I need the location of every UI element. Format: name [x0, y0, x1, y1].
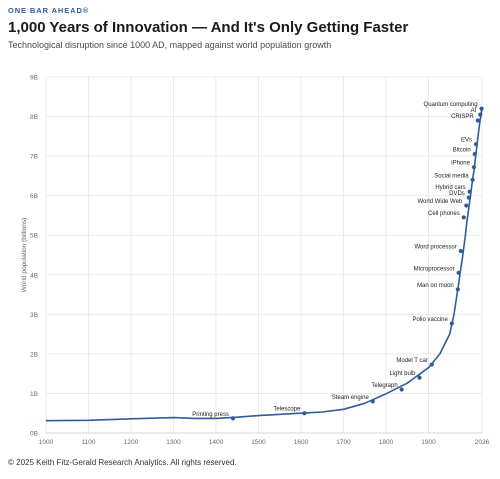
event-label: Model T car [396, 358, 427, 364]
y-tick-label: 2B [30, 351, 38, 358]
event-marker [230, 416, 236, 421]
event-label: DVDs [449, 191, 465, 197]
event-label: CRISPR [451, 114, 474, 120]
event-marker [461, 215, 466, 220]
event-label: Hybrid cars [435, 185, 465, 191]
event-label: Telescope [273, 407, 301, 413]
event-label: EVs [461, 138, 472, 144]
y-tick-label: 1B [30, 391, 38, 398]
event-label: Quantum computing [424, 102, 478, 108]
y-tick-label: 6B [30, 193, 38, 200]
event-label: Cell phones [428, 211, 460, 217]
y-tick-label: 5B [30, 233, 38, 240]
y-tick-label: 7B [30, 154, 38, 161]
y-tick-label: 9B [30, 75, 38, 82]
event-marker [370, 399, 375, 404]
event-label: Bitcoin [453, 148, 471, 154]
y-axis-label: World population (billions) [21, 218, 28, 293]
chart-subtitle: Technological disruption since 1000 AD, … [8, 40, 332, 50]
x-tick-label: 1100 [82, 439, 96, 446]
event-marker [455, 287, 460, 292]
event-marker [473, 142, 479, 147]
x-tick-label: 1000 [39, 439, 54, 446]
event-label: Light bulb [390, 371, 417, 377]
event-marker [467, 189, 472, 194]
x-tick-label: 1400 [209, 439, 224, 446]
x-tick-label: 2026 [475, 439, 490, 446]
y-tick-label: 0B [30, 431, 38, 438]
x-tick-label: 1800 [379, 439, 394, 446]
x-tick-label: 1600 [294, 439, 309, 446]
event-label: Polio vaccine [412, 317, 448, 323]
event-label: Telegraph [371, 383, 397, 389]
event-label: Word processor [415, 245, 457, 251]
chart-title: 1,000 Years of Innovation — And It's Onl… [8, 19, 409, 36]
event-label: Microprocessor [414, 266, 455, 272]
y-tick-label: 3B [30, 312, 38, 319]
x-tick-label: 1700 [336, 439, 351, 446]
event-marker [302, 411, 307, 416]
event-marker [399, 387, 404, 392]
event-marker [479, 106, 484, 111]
event-label: Steam engine [332, 395, 370, 401]
event-marker [458, 248, 463, 254]
x-tick-label: 1200 [124, 439, 139, 446]
population-series-line [45, 108, 483, 422]
event-label: World Wide Web [417, 199, 462, 205]
event-label: Social media [434, 173, 469, 179]
y-tick-label: 4B [30, 272, 38, 279]
event-label: iPhone [451, 161, 470, 167]
event-marker [456, 270, 461, 275]
event-label: Man on moon [417, 283, 454, 289]
x-tick-label: 1900 [421, 439, 436, 446]
event-marker [466, 195, 471, 200]
x-tick-label: 1500 [251, 439, 266, 446]
event-marker [472, 152, 477, 157]
event-marker [417, 375, 422, 380]
event-marker [429, 362, 434, 367]
copyright-footer: © 2025 Keith Fitz-Gerald Research Analyt… [8, 458, 237, 467]
event-marker [470, 177, 475, 182]
event-marker [475, 118, 480, 123]
event-marker [478, 112, 483, 117]
event-label: Printing press [192, 412, 229, 418]
event-marker [471, 165, 477, 170]
x-tick-label: 1300 [166, 439, 181, 446]
event-marker [449, 321, 454, 326]
event-marker [464, 203, 469, 208]
y-tick-label: 8B [30, 114, 38, 121]
brand-logo: ONE BAR AHEAD® [8, 6, 90, 15]
event-label: AI [471, 108, 477, 114]
